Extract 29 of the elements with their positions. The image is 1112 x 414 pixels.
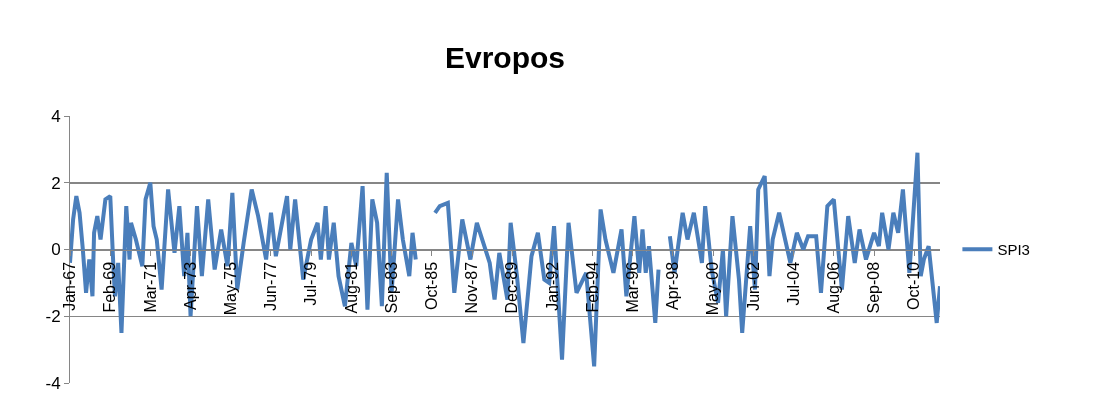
- y-tick-label: -2: [45, 307, 61, 327]
- x-tick-label: Dec-89: [503, 261, 521, 314]
- x-tick-label: May-75: [221, 261, 239, 316]
- x-tick-label: Jan-92: [543, 261, 561, 311]
- x-tick-label: May-00: [704, 261, 722, 316]
- x-tick-label: Aug-06: [825, 261, 843, 314]
- y-tick-label: 4: [51, 106, 61, 126]
- x-tick-label: Oct-85: [423, 261, 440, 310]
- x-tick-label: Sep-83: [382, 261, 400, 314]
- x-tick-label: Mar-96: [623, 261, 641, 313]
- x-tick-label: Aug-81: [342, 261, 360, 314]
- x-tick-label: Oct-10: [905, 261, 923, 310]
- y-tick-label: 0: [51, 240, 61, 260]
- y-tick-label: 2: [51, 173, 61, 193]
- x-tick-label: Mar-71: [141, 261, 159, 313]
- x-tick-label: Nov-87: [463, 261, 481, 314]
- x-tick-label: Feb-94: [583, 261, 601, 313]
- x-tick-label: Jun-02: [744, 261, 762, 311]
- y-tick-label: -4: [45, 373, 61, 393]
- legend-label: SPI3: [997, 241, 1030, 259]
- x-tick-label: Sep-08: [865, 261, 883, 314]
- x-tick-label: Apr-73: [181, 261, 199, 310]
- x-tick-label: Apr-98: [664, 261, 682, 310]
- x-tick-label: Feb-69: [101, 261, 119, 313]
- x-tick-label: Jul-04: [784, 261, 802, 306]
- x-tick-label: Jan-67: [61, 261, 79, 311]
- x-tick-label: Jul-79: [302, 261, 320, 306]
- chart-title: Evropos: [444, 41, 566, 75]
- x-tick-label: Jun-77: [262, 261, 280, 311]
